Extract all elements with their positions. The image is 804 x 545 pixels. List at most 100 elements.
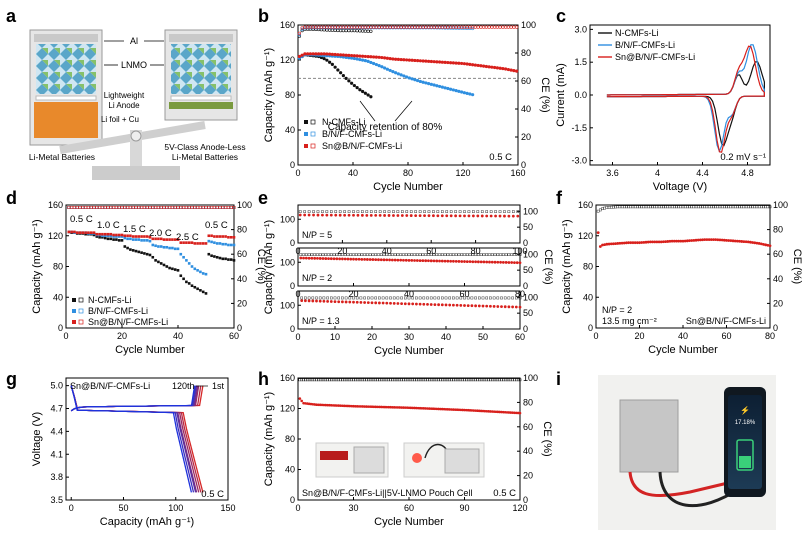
ce-point [512, 210, 515, 213]
capacity-point [321, 213, 324, 217]
capacity-point [318, 299, 322, 303]
capacity-point [329, 300, 333, 303]
ce-point [416, 253, 419, 256]
ce-point [471, 253, 475, 256]
ce-point [126, 206, 130, 209]
y-tick-label: -3.0 [571, 156, 587, 166]
y-tick-label: 40 [583, 292, 593, 302]
ce-point [479, 253, 483, 256]
capacity-point [468, 260, 472, 264]
ce-point [518, 253, 522, 256]
legend-marker [72, 298, 76, 302]
plot-frame [65, 377, 229, 501]
capacity-point [751, 241, 754, 244]
ce-point [337, 378, 341, 382]
ce-point [224, 206, 228, 209]
glowing-led [412, 453, 422, 463]
ce-point [165, 206, 169, 209]
y2-tick-label: 0 [523, 238, 528, 248]
capacity-point [368, 405, 372, 408]
ce-point [344, 29, 348, 33]
ce-point [479, 378, 483, 382]
x-tick-label: 20 [337, 246, 347, 256]
ce-point [495, 25, 499, 29]
capacity-point [480, 214, 484, 218]
x-tick-label: 30 [404, 332, 414, 342]
capacity-point [318, 257, 322, 260]
np-label: N/P = 1.3 [302, 316, 340, 326]
capacity-point [511, 305, 514, 309]
capacity-point [443, 86, 447, 90]
ce-point [215, 206, 219, 209]
capacity-point [95, 235, 99, 238]
capacity-point [339, 71, 343, 75]
ce-point [224, 206, 228, 209]
ce-point [478, 378, 481, 382]
capacity-point [646, 240, 650, 244]
capacity-point [481, 409, 485, 413]
capacity-point [302, 256, 305, 260]
capacity-point [182, 277, 185, 281]
ce-point [614, 205, 617, 209]
capacity-point [359, 405, 363, 408]
x-tick-label: 120 [455, 168, 470, 178]
ce-point [226, 206, 230, 209]
capacity-point [385, 56, 389, 60]
capacity-point [131, 238, 135, 241]
ce-point [500, 296, 503, 300]
ce-point [396, 253, 400, 256]
ce-point [84, 206, 88, 209]
ce-point [162, 206, 166, 209]
ce-point [450, 378, 453, 382]
ce-point [603, 206, 606, 210]
x-axis-label: Cycle Number [115, 344, 185, 356]
x-axis-label: Cycle Number [648, 344, 718, 356]
capacity-point [374, 405, 378, 409]
capacity-point [328, 403, 331, 407]
ce-point [355, 296, 359, 300]
ce-point [128, 206, 132, 209]
discharge-curve [70, 385, 197, 493]
capacity-point [171, 267, 174, 271]
capacity-point [421, 259, 425, 263]
capacity-point [432, 214, 435, 218]
balance-base [92, 166, 180, 180]
x-tick-label: 0 [63, 331, 68, 341]
capacity-point [427, 259, 430, 263]
capacity-point [457, 61, 461, 65]
ce-point [459, 378, 463, 382]
ce-point [383, 378, 387, 382]
ce-point [452, 378, 455, 382]
capacity-point [363, 54, 367, 59]
capacity-point [109, 232, 113, 236]
capacity-point [642, 240, 646, 244]
ce-point [359, 378, 363, 382]
capacity-point [357, 257, 361, 261]
capacity-point [221, 235, 225, 238]
ce-point [482, 25, 486, 29]
ce-point [718, 205, 722, 209]
capacity-point [699, 238, 702, 242]
capacity-point [129, 234, 132, 238]
capacity-point [199, 270, 202, 274]
capacity-point [84, 232, 87, 236]
ce-point [350, 378, 353, 382]
capacity-point [440, 214, 444, 218]
capacity-point [185, 259, 188, 262]
capacity-point [179, 252, 183, 256]
ce-point [393, 253, 397, 256]
ce-point [507, 378, 511, 382]
capacity-point [685, 239, 689, 243]
ce-point [95, 206, 99, 209]
capacity-point [490, 410, 494, 413]
ce-point [371, 253, 375, 256]
capacity-point [432, 259, 436, 263]
capacity-point [312, 213, 315, 217]
legend-marker [304, 144, 308, 148]
capacity-point [378, 214, 382, 217]
x-tick-label: 50 [118, 503, 128, 513]
capacity-point [341, 404, 344, 408]
capacity-point [473, 63, 477, 67]
capacity-point [759, 242, 763, 246]
ce-point [367, 378, 370, 382]
